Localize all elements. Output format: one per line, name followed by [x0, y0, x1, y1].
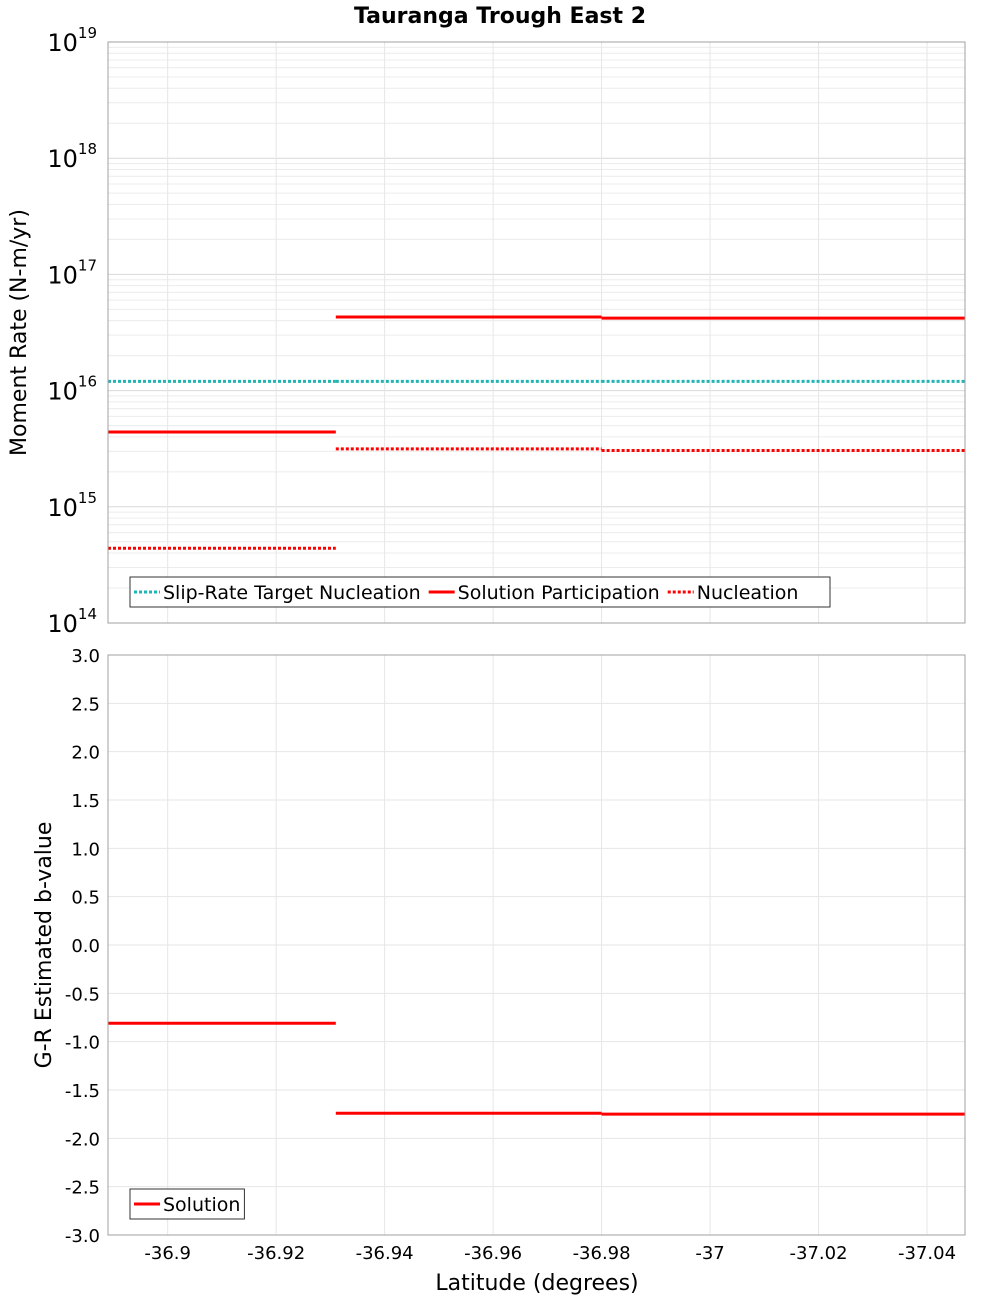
y-tick-label: 1015	[47, 489, 97, 522]
chart-title: Tauranga Trough East 2	[354, 4, 646, 29]
y-tick-label: 1017	[47, 256, 97, 289]
plot-frame	[107, 654, 966, 1236]
y-tick-label: 1.0	[71, 839, 100, 860]
panel-moment-rate: 1014 1015 1016 1017 1018 1019 Moment Rate (N-m…	[7, 24, 966, 638]
y-tick-label: -3.0	[65, 1226, 100, 1247]
x-tick-label: -37.02	[790, 1243, 848, 1264]
y-axis-label: Moment Rate (N-m/yr)	[7, 209, 32, 456]
legend: Solution	[129, 1188, 245, 1220]
y-tick-label: 2.0	[71, 743, 100, 764]
legend-entry: Solution	[163, 1194, 240, 1216]
y-tick-label: 1019	[47, 24, 97, 57]
y-tick-label: 1014	[47, 605, 97, 638]
y-tick-label: 1018	[47, 140, 97, 173]
x-tick-label: -36.9	[144, 1243, 191, 1264]
x-tick-label: -37	[695, 1243, 724, 1264]
y-tick-label: -1.5	[65, 1081, 100, 1102]
legend: Slip-Rate Target Nucleation Solution Part…	[129, 576, 831, 608]
y-tick-label: 3.0	[71, 646, 100, 667]
plot-area	[108, 42, 965, 623]
x-tick-label: -36.98	[573, 1243, 631, 1264]
legend-entry: Slip-Rate Target Nucleation	[163, 582, 421, 604]
panel-b-value: 3.0 2.5 2.0 1.5 1.0 0.5 0.0 -0.5 -1.0 -1.5 -2.0 -2.…	[32, 646, 966, 1247]
x-tick-label: -36.94	[356, 1243, 414, 1264]
y-axis-label: G-R Estimated b-value	[32, 822, 57, 1069]
y-tick-label: -2.0	[65, 1129, 100, 1150]
y-tick-label: -0.5	[65, 984, 100, 1005]
x-tick-label: -36.96	[464, 1243, 522, 1264]
plot-frame	[107, 41, 966, 624]
x-axis-label: Latitude (degrees)	[435, 1271, 638, 1296]
y-tick-label: 0.5	[71, 888, 100, 909]
y-tick-label: 1016	[47, 373, 97, 406]
y-tick-label: 2.5	[71, 694, 100, 715]
y-tick-label: 0.0	[71, 936, 100, 957]
x-tick-label: -37.04	[898, 1243, 956, 1264]
legend-box	[129, 576, 831, 608]
y-tick-label: -2.5	[65, 1178, 100, 1199]
x-tick-label: -36.92	[247, 1243, 305, 1264]
y-tick-label: -1.0	[65, 1033, 100, 1054]
y-tick-label: 1.5	[71, 791, 100, 812]
legend-entry: Nucleation	[697, 582, 799, 604]
legend-entry: Solution Participation	[458, 582, 660, 604]
